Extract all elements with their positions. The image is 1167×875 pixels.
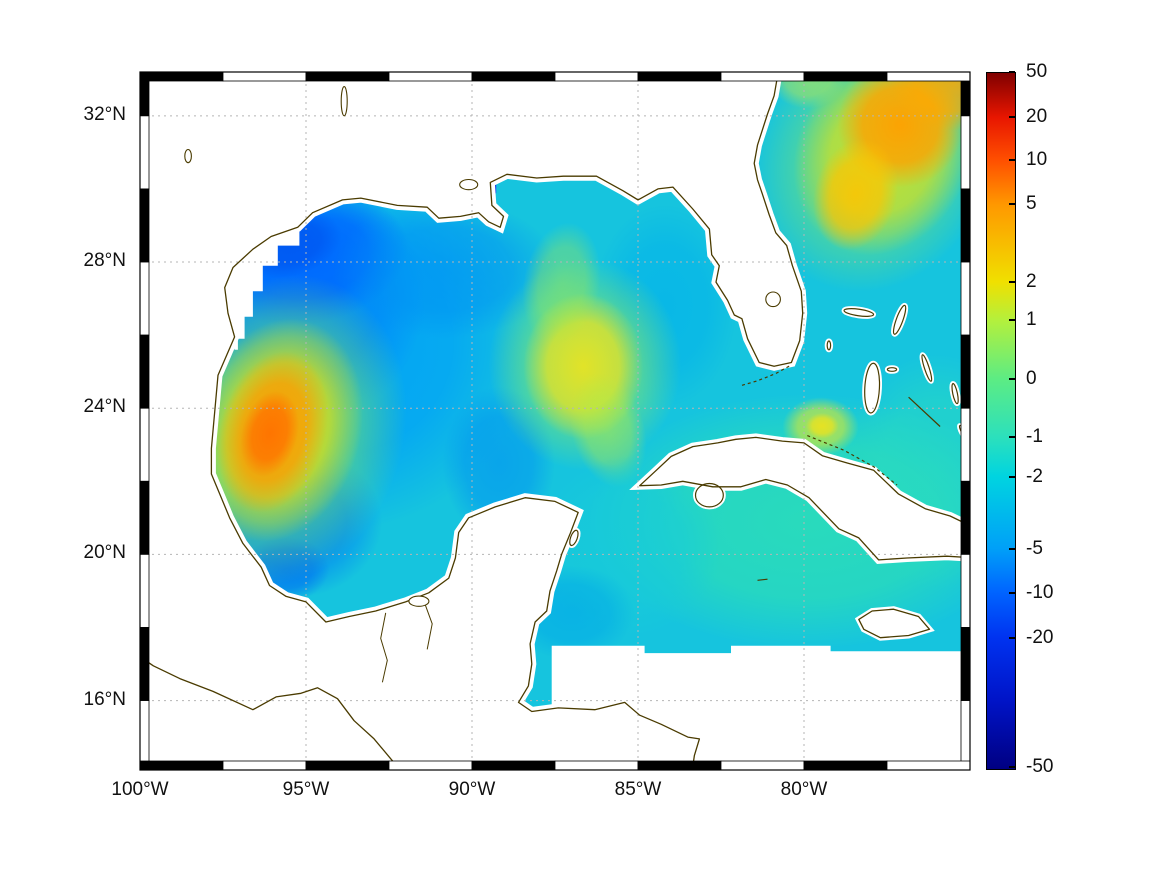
colorbar-gradient	[986, 72, 1016, 770]
coastline-mainland	[210, 72, 804, 770]
frame-segment	[960, 188, 971, 263]
coastline-andros	[864, 362, 881, 414]
coastline-isla-juventud	[694, 482, 724, 508]
chain-grand-cayman	[757, 578, 768, 581]
frame-segment	[139, 188, 150, 263]
coastline-grand-bahama	[843, 308, 875, 317]
lake-lake-pontchartrain	[459, 178, 479, 191]
frame-segment	[637, 71, 722, 82]
chain-florida-keys	[740, 365, 790, 387]
frame-segment	[222, 71, 307, 82]
frame-segment	[637, 760, 722, 771]
frame-segment	[554, 71, 639, 82]
lake-laguna-de-terminos	[408, 595, 430, 607]
coastline-bimini	[826, 340, 832, 351]
coastline-cozumel	[569, 529, 579, 547]
coastline-abaco	[892, 304, 907, 335]
heatmap-blob-west-patch-orange-core	[239, 390, 300, 477]
frame-segment	[388, 71, 473, 82]
frame-segment	[960, 334, 971, 409]
frame-segment	[139, 553, 150, 628]
frame-segment	[388, 760, 473, 771]
lake-lake-okeechobee	[765, 291, 781, 308]
frame-segment	[139, 760, 224, 771]
frame-segment	[803, 760, 888, 771]
frame-segment	[960, 115, 971, 190]
chain-cuba-north-keys	[807, 435, 898, 486]
heatmap-blob-north-central-gulf-blue	[332, 199, 559, 339]
coastline-new-providence	[886, 367, 898, 372]
frame-segment	[471, 760, 556, 771]
map-plot-area	[140, 72, 970, 770]
frame-segment	[305, 760, 390, 771]
heatmap-blob-central-streak-north	[522, 222, 601, 346]
frame-segment	[960, 261, 971, 336]
frame-segment	[720, 71, 805, 82]
no-data-region	[224, 227, 300, 350]
frame-segment	[803, 71, 888, 82]
frame-segment	[960, 480, 971, 555]
chain-exuma-cays	[908, 396, 941, 427]
river-0	[380, 612, 388, 683]
frame-segment	[471, 71, 556, 82]
frame-segment	[139, 261, 150, 336]
frame-segment	[960, 627, 971, 701]
frame-segment	[305, 71, 390, 82]
frame-segment	[139, 700, 150, 771]
frame-segment	[960, 700, 971, 771]
frame-segment	[720, 760, 805, 771]
coastline-cat-island	[951, 383, 959, 405]
plot-border	[139, 71, 971, 771]
lake-texas-lake	[184, 148, 192, 164]
frame-segment	[222, 760, 307, 771]
frame-segment	[960, 553, 971, 628]
frame-segment	[139, 71, 224, 82]
frame-segment	[139, 627, 150, 701]
frame-segment	[960, 407, 971, 482]
frame-segment	[139, 334, 150, 409]
frame-segment	[886, 71, 971, 82]
frame-segment	[139, 115, 150, 190]
coastline-pacific	[140, 655, 398, 770]
frame-segment	[139, 480, 150, 555]
frame-segment	[554, 760, 639, 771]
lake-toledo-bend	[340, 86, 348, 117]
frame-segment	[139, 407, 150, 482]
coastline-jamaica	[858, 608, 931, 639]
frame-segment	[886, 760, 971, 771]
heatmap-blob-cay-sal-yellow-core	[805, 413, 839, 439]
coastline-eleuthera	[921, 354, 933, 382]
heatmap-blob-atlantic-orange-south-lobe	[812, 138, 899, 251]
